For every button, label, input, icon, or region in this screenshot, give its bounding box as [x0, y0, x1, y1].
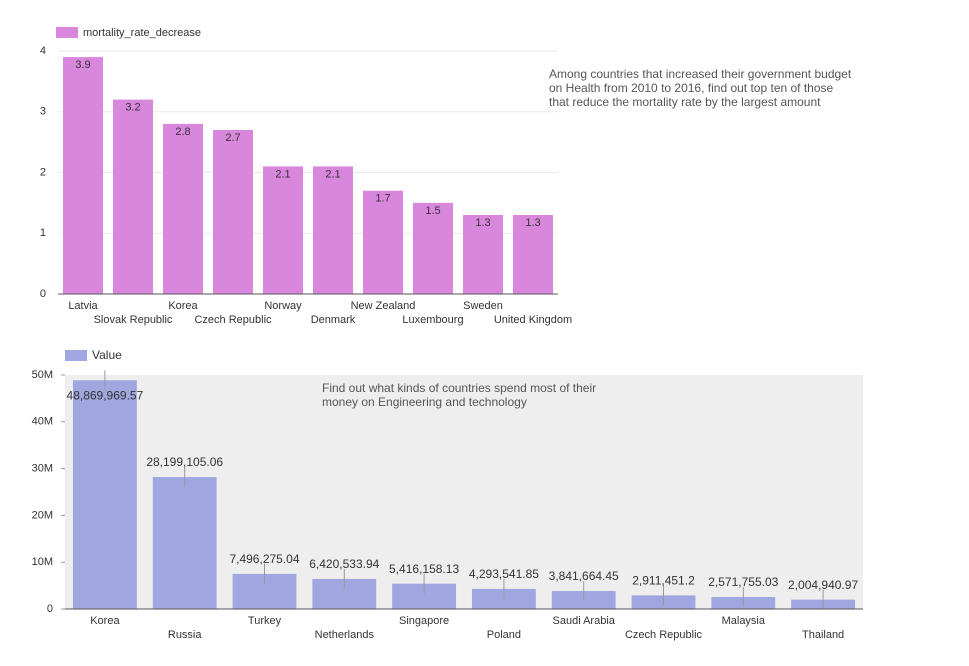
value-label: 2,911,451.2 [632, 574, 695, 588]
value-label: 1.5 [425, 205, 440, 217]
y-tick-label: 20M [32, 509, 53, 521]
bar [313, 166, 353, 294]
x-tick-label: Malaysia [722, 615, 766, 627]
x-tick-label: Saudi Arabia [553, 615, 616, 627]
value-label: 2.7 [225, 132, 240, 144]
x-tick-label: Sweden [463, 300, 503, 312]
value-label: 2,571,755.03 [708, 575, 778, 589]
bar [513, 215, 553, 294]
value-label: 4,293,541.85 [469, 567, 539, 581]
y-tick-label: 30M [32, 463, 53, 475]
value-label: 1.3 [475, 217, 490, 229]
legend-label: mortality_rate_decrease [83, 27, 201, 39]
bar [72, 380, 137, 609]
x-tick-label: Denmark [311, 314, 356, 326]
y-tick-label: 40M [32, 416, 53, 428]
value-label: 2.1 [275, 168, 290, 180]
bar [413, 202, 453, 294]
x-tick-label: Czech Republic [194, 314, 272, 326]
value-label: 3.9 [75, 59, 90, 71]
annotation: Find out what kinds of countries spend m… [322, 381, 597, 409]
x-tick-label: Norway [264, 300, 302, 312]
bar [471, 588, 536, 609]
x-tick-label: Thailand [802, 629, 844, 641]
y-tick-label: 3 [40, 106, 46, 118]
value-label: 3.2 [125, 102, 140, 114]
x-tick-label: Korea [168, 300, 198, 312]
x-tick-label: Netherlands [315, 629, 375, 641]
x-tick-label: Luxembourg [402, 314, 463, 326]
value-label: 1.3 [525, 217, 540, 229]
y-tick-label: 0 [47, 603, 53, 615]
bar [463, 215, 503, 294]
value-label: 1.7 [375, 193, 390, 205]
x-tick-label: Russia [168, 629, 203, 641]
y-tick-label: 50M [32, 369, 53, 381]
value-label: 5,416,158.13 [389, 562, 459, 576]
x-tick-label: Czech Republic [625, 629, 703, 641]
value-label: 48,869,969.57 [67, 388, 144, 402]
y-tick-label: 10M [32, 556, 53, 568]
legend-swatch [56, 27, 78, 38]
x-tick-label: Singapore [399, 615, 449, 627]
x-tick-label: Latvia [68, 300, 98, 312]
x-tick-label: Slovak Republic [94, 314, 173, 326]
value-label: 28,199,105.06 [146, 455, 223, 469]
value-label: 6,420,533.94 [309, 557, 379, 571]
y-tick-label: 4 [40, 45, 46, 57]
legend-label: Value [92, 348, 122, 362]
bar [163, 123, 203, 295]
value-label: 2.1 [325, 168, 340, 180]
x-tick-label: Poland [487, 629, 521, 641]
x-tick-label: United Kingdom [494, 314, 572, 326]
y-tick-label: 1 [40, 227, 46, 239]
x-tick-label: Turkey [248, 615, 282, 627]
legend-swatch [65, 350, 87, 361]
y-tick-label: 0 [40, 288, 46, 300]
value-label: 3,841,664.45 [549, 569, 619, 583]
bar [263, 166, 303, 294]
x-tick-label: New Zealand [351, 300, 416, 312]
bar [213, 129, 253, 294]
value-label: 2.8 [175, 126, 190, 138]
annotation: Among countries that increased their gov… [549, 67, 852, 109]
bar [152, 477, 217, 609]
bar [113, 99, 153, 294]
value-label: 7,496,275.04 [229, 552, 299, 566]
bar [363, 190, 403, 294]
y-tick-label: 2 [40, 166, 46, 178]
value-label: 2,004,940.97 [788, 578, 858, 592]
x-tick-label: Korea [90, 615, 120, 627]
bar [63, 57, 103, 295]
